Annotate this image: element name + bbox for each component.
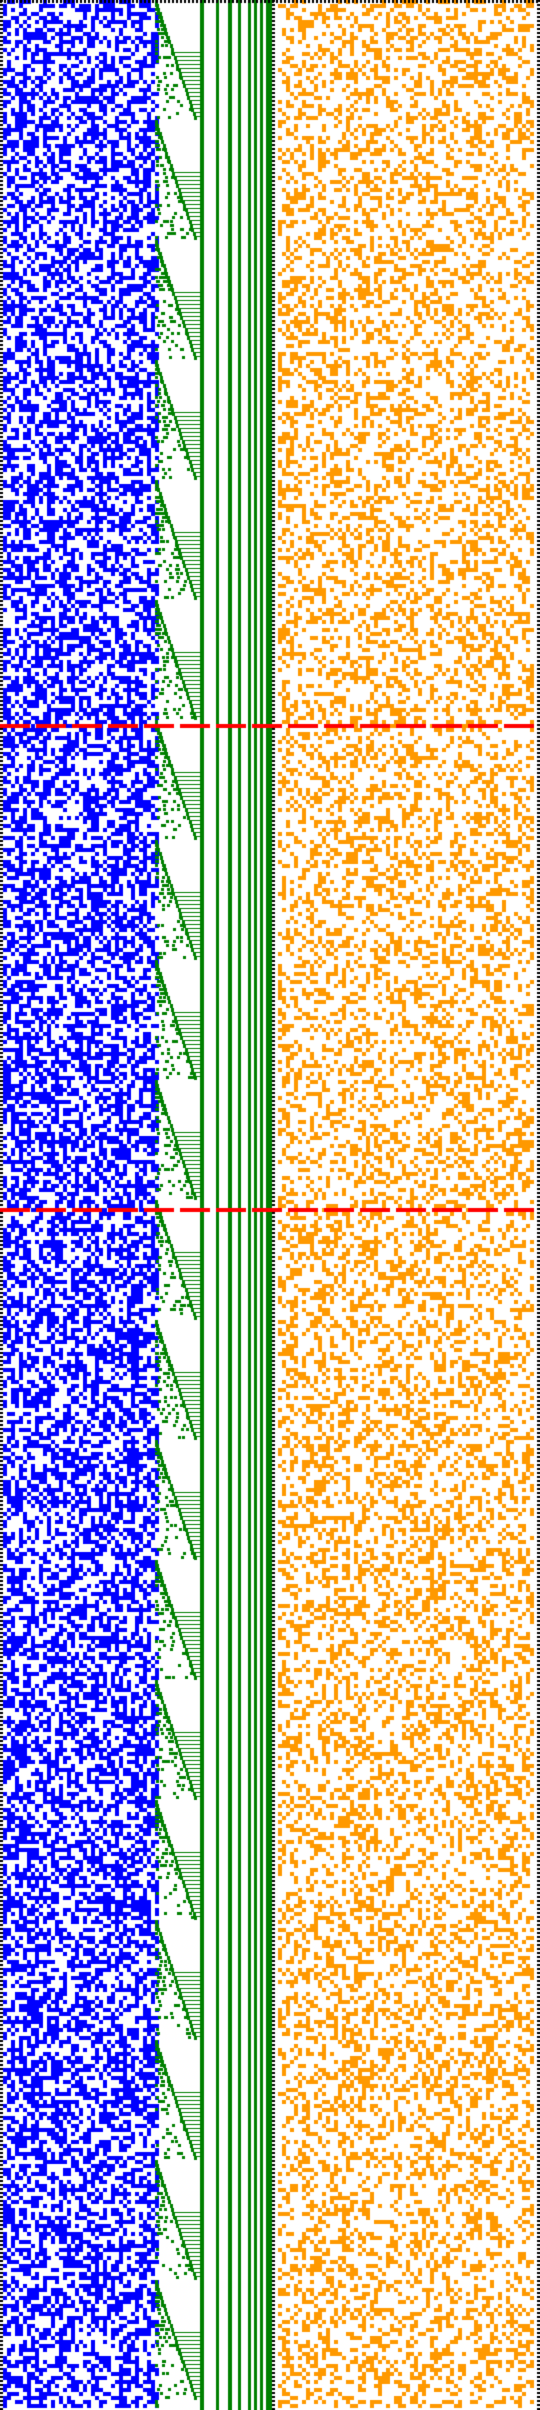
matrix-visualization — [0, 0, 540, 2410]
